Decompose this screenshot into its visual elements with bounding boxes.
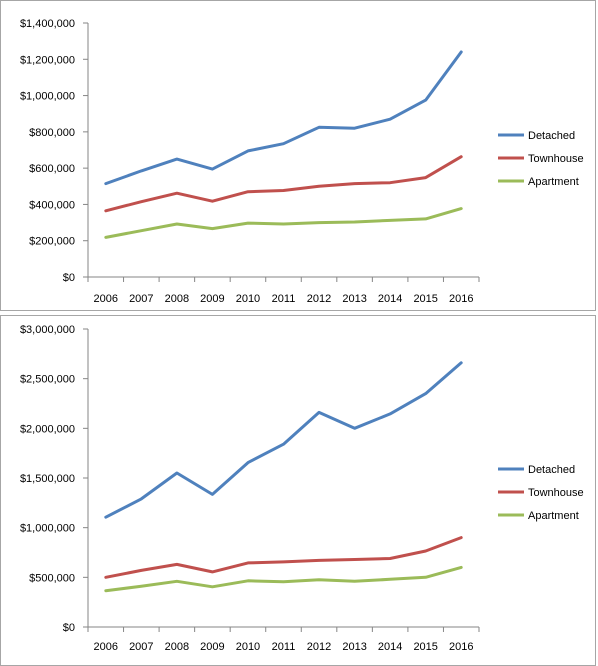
x-tick-label: 2006 — [94, 641, 118, 653]
series-line-apartment — [104, 565, 463, 593]
y-tick-label: $0 — [63, 272, 75, 284]
y-tick-label: $2,500,000 — [20, 374, 75, 386]
legend-label-townhouse: Townhouse — [528, 487, 584, 499]
x-tick-label: 2012 — [307, 641, 331, 653]
y-tick-label: $2,000,000 — [20, 423, 75, 435]
series-line-detached — [104, 50, 463, 186]
x-tick-label: 2010 — [236, 641, 260, 653]
legend-label-detached: Detached — [528, 130, 575, 142]
x-tick-label: 2007 — [129, 293, 153, 305]
x-tick-label: 2008 — [165, 293, 189, 305]
legend-label-townhouse: Townhouse — [528, 153, 584, 165]
x-tick-label: 2012 — [307, 293, 331, 305]
chart-panel-top: $0 $200,000 $400,000 $600,000 $800,000 $1,000… — [0, 0, 596, 311]
y-tick-label: $1,400,000 — [20, 18, 75, 30]
legend-label-apartment: Apartment — [528, 176, 579, 188]
y-tick-label: $500,000 — [29, 572, 75, 584]
x-tick-label: 2013 — [342, 641, 366, 653]
x-tick-label: 2011 — [272, 641, 296, 653]
x-tick-label: 2014 — [378, 641, 402, 653]
chart-panel-bottom: $0 $500,000 $1,000,000 $1,500,000 $2,000,000… — [0, 315, 596, 666]
y-tick-label: $1,000,000 — [20, 523, 75, 535]
x-tick-label: 2010 — [236, 293, 260, 305]
y-tick-label: $0 — [63, 622, 75, 634]
y-tick-label: $200,000 — [29, 236, 75, 248]
y-tick-label: $1,200,000 — [20, 54, 75, 66]
x-tick-label: 2008 — [165, 641, 189, 653]
y-tick-label: $600,000 — [29, 163, 75, 175]
line-chart-top: $0 $200,000 $400,000 $600,000 $800,000 $1,000… — [20, 18, 584, 305]
series-line-townhouse — [104, 155, 463, 213]
y-tick-label: $3,000,000 — [20, 324, 75, 336]
x-tick-label: 2016 — [449, 293, 473, 305]
x-tick-label: 2009 — [200, 293, 224, 305]
x-tick-label: 2009 — [200, 641, 224, 653]
x-tick-label: 2015 — [413, 293, 437, 305]
y-tick-label: $1,000,000 — [20, 91, 75, 103]
legend-label-detached: Detached — [528, 464, 575, 476]
series-line-townhouse — [104, 536, 463, 579]
x-tick-label: 2016 — [449, 641, 473, 653]
legend-label-apartment: Apartment — [528, 510, 579, 522]
x-tick-label: 2013 — [342, 293, 366, 305]
series-line-apartment — [104, 207, 463, 239]
x-tick-label: 2011 — [272, 293, 296, 305]
line-chart-bottom: $0 $500,000 $1,000,000 $1,500,000 $2,000,000… — [20, 324, 584, 653]
x-tick-label: 2006 — [94, 293, 118, 305]
series-line-detached — [104, 361, 463, 519]
y-tick-label: $800,000 — [29, 127, 75, 139]
y-tick-label: $1,500,000 — [20, 473, 75, 485]
x-tick-label: 2015 — [413, 641, 437, 653]
y-tick-label: $400,000 — [29, 199, 75, 211]
x-tick-label: 2007 — [129, 641, 153, 653]
x-tick-label: 2014 — [378, 293, 402, 305]
